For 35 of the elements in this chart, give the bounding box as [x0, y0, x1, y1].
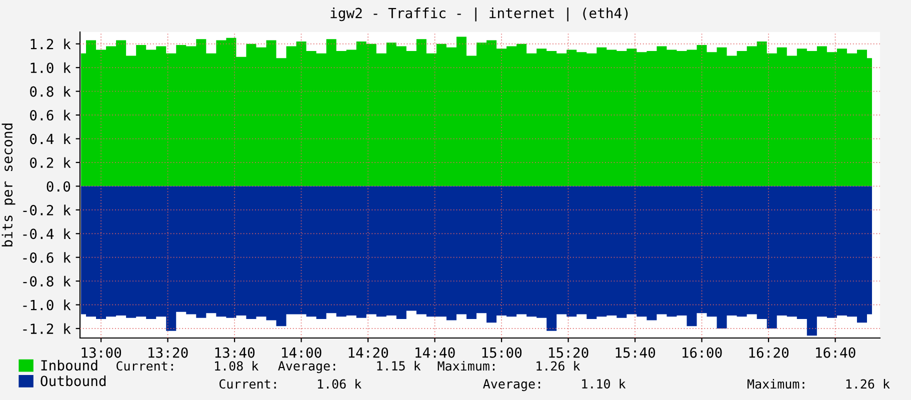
y-tick-label: -0.6 k: [23, 252, 71, 263]
x-tick-label: 14:40: [416, 347, 455, 358]
y-tick-label: 0.4 k: [30, 134, 71, 144]
text: Average: 1.10 k: [483, 378, 626, 392]
text: Maximum: 1.26 k: [748, 378, 890, 389]
y-tick-label: -0.4 k: [23, 228, 71, 240]
x-tick-label: 16:20: [749, 347, 789, 358]
x-tick-label: 14:00: [282, 347, 322, 358]
legend-label: Outbound: [40, 375, 106, 386]
x-tick-label: 14:20: [348, 347, 388, 358]
text: Current: 1.08 k: [116, 360, 258, 371]
x-tick-label: 13:20: [148, 347, 188, 358]
y-tick-label: 1.2 k: [30, 38, 71, 50]
y-tick-label: 0.8 k: [30, 86, 71, 97]
y-tick-label: -0.2 k: [23, 204, 71, 216]
x-tick-label: 15:00: [482, 347, 522, 358]
text: Current: 1.06 k: [219, 378, 362, 389]
y-tick-label: 0.2 k: [30, 157, 71, 168]
x-tick-label: 16:40: [816, 347, 856, 358]
text: Maximum: 1.26 k: [438, 360, 580, 371]
y-tick-label: -0.8 k: [23, 276, 71, 287]
x-tick-label: 13:40: [215, 347, 255, 358]
y-tick-label: -1.0 k: [23, 300, 71, 310]
chart-title: igw2 - Traffic - | internet | (eth4): [330, 7, 628, 22]
legend-label: Inbound: [41, 360, 98, 371]
y-tick-label: 1.0 k: [30, 62, 71, 74]
y-tick-label: 0.0: [46, 181, 70, 192]
x-tick-label: 16:00: [682, 347, 722, 358]
y-tick-label: 0.6 k: [30, 110, 71, 121]
x-tick-label: 15:40: [616, 347, 656, 358]
x-tick-label: 13:00: [82, 347, 122, 358]
y-tick-label: -1.2 k: [23, 323, 71, 334]
text: Average: 1.15 k: [278, 360, 421, 374]
y-axis-title: bits per second: [2, 124, 16, 246]
x-tick-label: 15:20: [549, 347, 588, 358]
